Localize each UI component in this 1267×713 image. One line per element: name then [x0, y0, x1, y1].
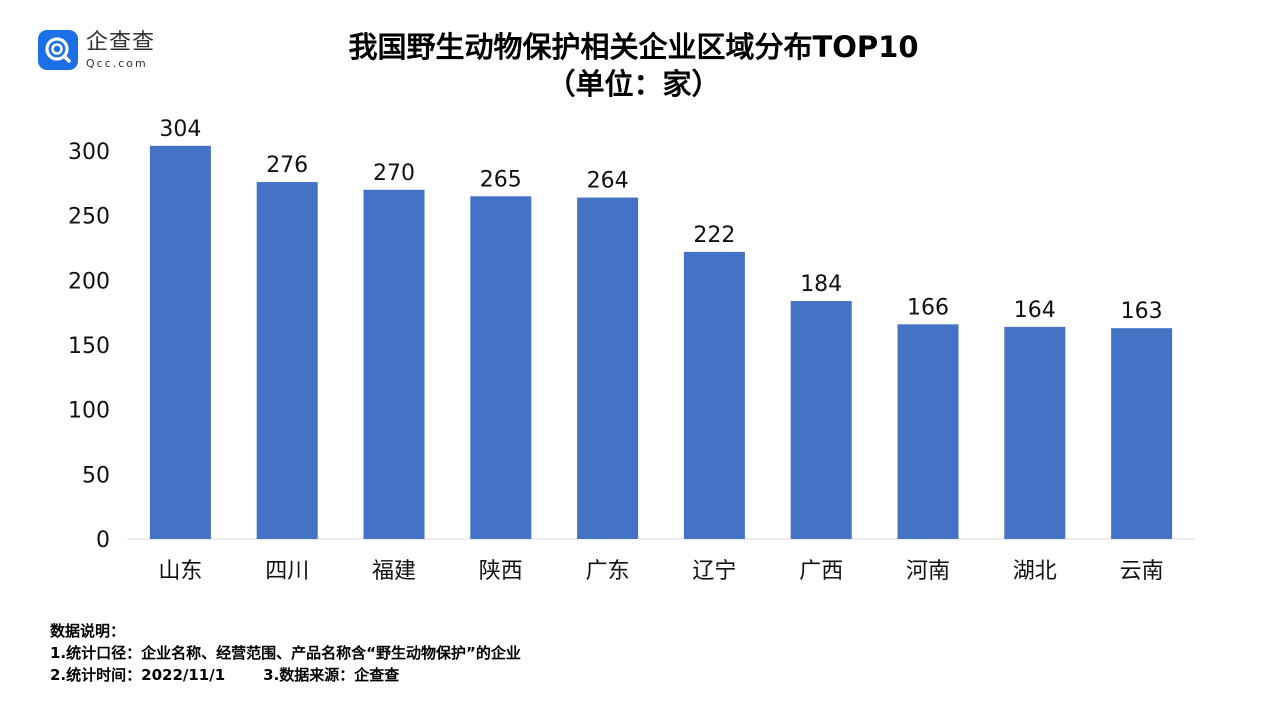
y-tick-label: 100 — [68, 399, 110, 424]
x-tick-label: 广东 — [586, 559, 630, 584]
bar — [1111, 328, 1173, 539]
y-tick-label: 200 — [68, 269, 110, 294]
bar — [577, 197, 639, 539]
brand-domain: Qcc.com — [86, 56, 148, 70]
y-tick-label: 150 — [68, 334, 110, 359]
bar — [256, 182, 318, 540]
data-label: 304 — [159, 117, 201, 142]
x-tick-label: 福建 — [372, 559, 416, 584]
data-label: 270 — [373, 161, 415, 186]
chart-subtitle: （单位：家） — [546, 67, 721, 101]
qcc-logo-icon — [38, 30, 78, 70]
bar — [683, 251, 745, 539]
data-label: 184 — [800, 272, 842, 297]
bar — [790, 301, 852, 539]
data-label: 164 — [1014, 298, 1056, 323]
x-tick-label: 河南 — [906, 559, 950, 584]
y-tick-label: 50 — [82, 463, 110, 488]
data-label: 264 — [587, 169, 629, 194]
data-label: 265 — [480, 167, 522, 192]
y-tick-label: 300 — [68, 140, 110, 165]
notes-time-source: 2.统计时间：2022/11/1 3.数据来源：企查查 — [50, 664, 521, 686]
brand-logo: 企查查 Qcc.com — [38, 30, 155, 70]
y-tick-label: 250 — [68, 205, 110, 230]
notes-source: 3.数据来源：企查查 — [263, 666, 400, 684]
bar — [897, 324, 959, 539]
bar — [363, 189, 425, 540]
bar — [470, 196, 532, 539]
data-label: 166 — [907, 295, 949, 320]
notes-scope: 1.统计口径：企业名称、经营范围、产品名称含“野生动物保护”的企业 — [50, 644, 521, 662]
data-label: 276 — [266, 153, 308, 178]
bar-chart: 0 50 100 150 200 250 300 304 山东 276 四川 270 福建 265 陕西 26… — [68, 117, 1195, 584]
data-label: 163 — [1121, 299, 1163, 324]
x-tick-label: 广西 — [799, 559, 843, 584]
x-tick-label: 陕西 — [479, 559, 523, 584]
notes-time: 2.统计时间：2022/11/1 — [50, 666, 226, 684]
brand-name: 企查查 — [86, 29, 156, 55]
x-tick-label: 四川 — [265, 559, 309, 584]
bar — [149, 145, 211, 539]
x-tick-label: 云南 — [1120, 559, 1164, 584]
x-tick-label: 辽宁 — [692, 559, 736, 584]
x-tick-label: 湖北 — [1013, 559, 1057, 584]
notes-heading: 数据说明： — [50, 622, 126, 640]
data-label: 222 — [693, 223, 735, 248]
chart-title: 我国野生动物保护相关企业区域分布TOP10 — [348, 30, 919, 64]
data-notes: 数据说明： 1.统计口径：企业名称、经营范围、产品名称含“野生动物保护”的企业 … — [50, 620, 521, 686]
y-tick-label: 0 — [96, 528, 110, 553]
bar — [1004, 326, 1066, 539]
x-tick-label: 山东 — [158, 559, 202, 584]
